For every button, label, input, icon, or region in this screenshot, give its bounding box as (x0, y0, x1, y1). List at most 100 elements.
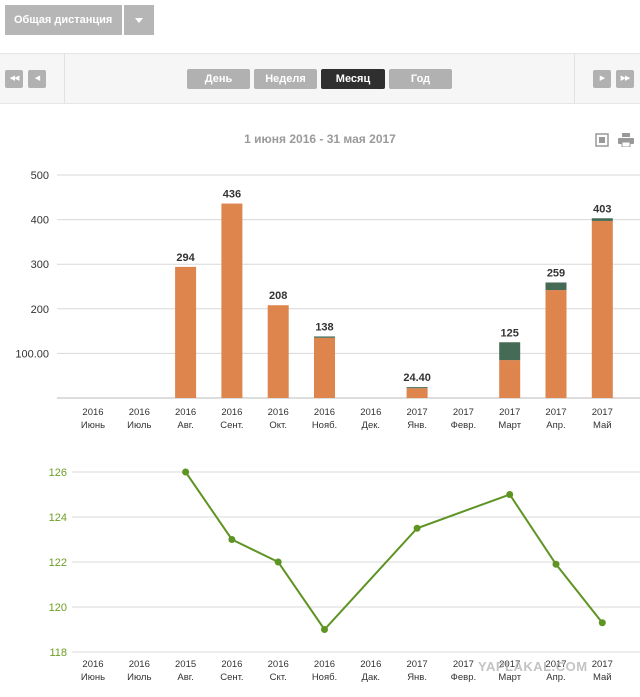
x-tick-year: 2017 (407, 407, 428, 418)
y-tick-label: 500 (31, 170, 49, 182)
x-tick-year: 2016 (175, 407, 196, 418)
bar-segment (406, 388, 428, 398)
x-tick-year: 2016 (360, 407, 381, 418)
x-tick-year: 2016 (82, 407, 103, 418)
bar-value-label: 138 (315, 321, 333, 333)
x-tick-month: Сент. (220, 672, 243, 683)
bar-segment (545, 290, 567, 398)
bar-value-label: 294 (176, 252, 195, 264)
pace-point (552, 560, 560, 568)
x-tick-year: 2016 (314, 659, 335, 670)
double-left-arrow-icon[interactable]: ◀◀ (5, 70, 23, 88)
x-tick-year: 2017 (453, 659, 474, 670)
x-tick-month: Апр. (546, 420, 565, 431)
x-tick-month: Июнь (81, 420, 105, 431)
pace-point (228, 536, 236, 543)
top-bar: Общая дистанция (0, 0, 640, 48)
bar-segment (267, 305, 289, 398)
distance-bar-chart: 100.00 200 300 400 500 2016 Июнь 2016 Июль 294 201… (15, 170, 640, 431)
pace-series-line (184, 471, 604, 632)
x-tick-month: Май (593, 420, 612, 431)
x-tick-month: Нояб. (312, 420, 337, 431)
bar-segment (221, 203, 243, 398)
y-tick-label: 100.00 (15, 348, 49, 360)
y-tick-label: 126 (49, 467, 67, 479)
x-tick-year: 2017 (407, 659, 428, 670)
pace-point (182, 468, 190, 476)
x-tick-month: Июнь (81, 672, 105, 683)
pace-point (321, 626, 328, 633)
y-tick-label: 122 (49, 557, 67, 569)
pace-point (413, 524, 421, 532)
x-tick-year: 2017 (499, 659, 520, 670)
bar-value-label: 208 (269, 290, 287, 302)
bar-value-label: 24.40 (403, 372, 431, 384)
y-tick-label: 118 (49, 647, 67, 659)
x-tick-year: 2017 (592, 659, 613, 670)
x-tick-year: 2016 (314, 407, 335, 418)
y-tick-label: 300 (31, 259, 49, 271)
x-tick-year: 2015 (175, 659, 196, 670)
bar-segment (406, 387, 428, 389)
chevron-down-icon[interactable] (124, 5, 154, 35)
pace-point (274, 558, 282, 566)
x-tick-year: 2017 (545, 659, 566, 670)
watermark: YAPLAKAL.COM (478, 659, 588, 674)
x-tick-month: Дек. (362, 420, 381, 431)
tab-week[interactable]: Неделя (254, 69, 317, 89)
y-tick-label: 124 (49, 512, 67, 524)
bar-value-label: 259 (547, 267, 565, 279)
bar-segment (314, 337, 335, 398)
tab-day[interactable]: День (187, 69, 250, 89)
x-tick-year: 2017 (592, 407, 613, 418)
x-tick-month: Июль (127, 420, 151, 431)
y-tick-label: 400 (31, 215, 49, 227)
x-tick-month: Янв. (407, 672, 427, 683)
x-tick-year: 2016 (221, 659, 242, 670)
x-tick-month: Апр. (546, 672, 565, 683)
right-arrow-icon[interactable]: ▶ (593, 70, 611, 88)
x-tick-month: Март (498, 420, 521, 431)
bar-value-label: 125 (501, 327, 519, 339)
x-tick-year: 2016 (360, 659, 381, 670)
bar-value-label: 403 (593, 203, 611, 215)
double-right-arrow-icon[interactable]: ▶▶ (616, 70, 634, 88)
bar-value-label: 436 (223, 189, 241, 201)
x-tick-month: Февр. (451, 672, 476, 683)
x-tick-year: 2017 (453, 407, 474, 418)
x-tick-month: Янв. (407, 420, 427, 431)
bar-segment (499, 360, 521, 398)
x-tick-year: 2016 (268, 659, 289, 670)
bar-segment (545, 282, 567, 291)
period-bar: ◀◀ ◀ День Неделя Месяц Год ▶ ▶▶ (0, 53, 640, 104)
x-tick-month: Июль (127, 672, 151, 683)
nav-left-zone: ◀◀ ◀ (0, 54, 65, 103)
x-tick-month: Авг. (177, 672, 193, 683)
x-tick-year: 2016 (82, 659, 103, 670)
left-arrow-icon[interactable]: ◀ (28, 70, 46, 88)
x-tick-year: 2016 (129, 659, 150, 670)
print-icon[interactable] (618, 133, 634, 147)
x-tick-year: 2016 (268, 407, 289, 418)
bar-segment (591, 220, 613, 398)
x-tick-month: Скт. (270, 672, 287, 683)
x-tick-year: 2016 (221, 407, 242, 418)
x-tick-month: Авг. (177, 420, 193, 431)
x-tick-month: Май (593, 672, 612, 683)
pace-point (598, 619, 606, 627)
tab-month[interactable]: Месяц (321, 69, 385, 89)
bar-segment (499, 342, 521, 361)
bar-segment (175, 266, 197, 398)
expand-icon[interactable] (595, 133, 609, 147)
x-tick-year: 2016 (129, 407, 150, 418)
x-tick-month: Февр. (451, 420, 476, 431)
distance-select[interactable]: Общая дистанция (5, 5, 123, 35)
tab-year[interactable]: Год (389, 69, 452, 89)
date-range-title: 1 июня 2016 - 31 мая 2017 (244, 132, 396, 146)
x-tick-month: Сент. (220, 420, 243, 431)
bar-segment (314, 336, 335, 338)
bar-segment (591, 218, 613, 221)
x-tick-year: 2017 (545, 407, 566, 418)
nav-right-zone: ▶ ▶▶ (574, 54, 640, 103)
x-tick-month: Март (498, 672, 521, 683)
